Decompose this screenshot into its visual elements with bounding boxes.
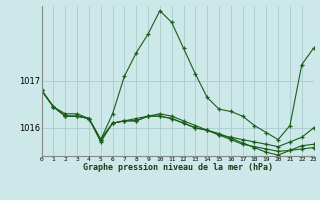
X-axis label: Graphe pression niveau de la mer (hPa): Graphe pression niveau de la mer (hPa) [83,163,273,172]
